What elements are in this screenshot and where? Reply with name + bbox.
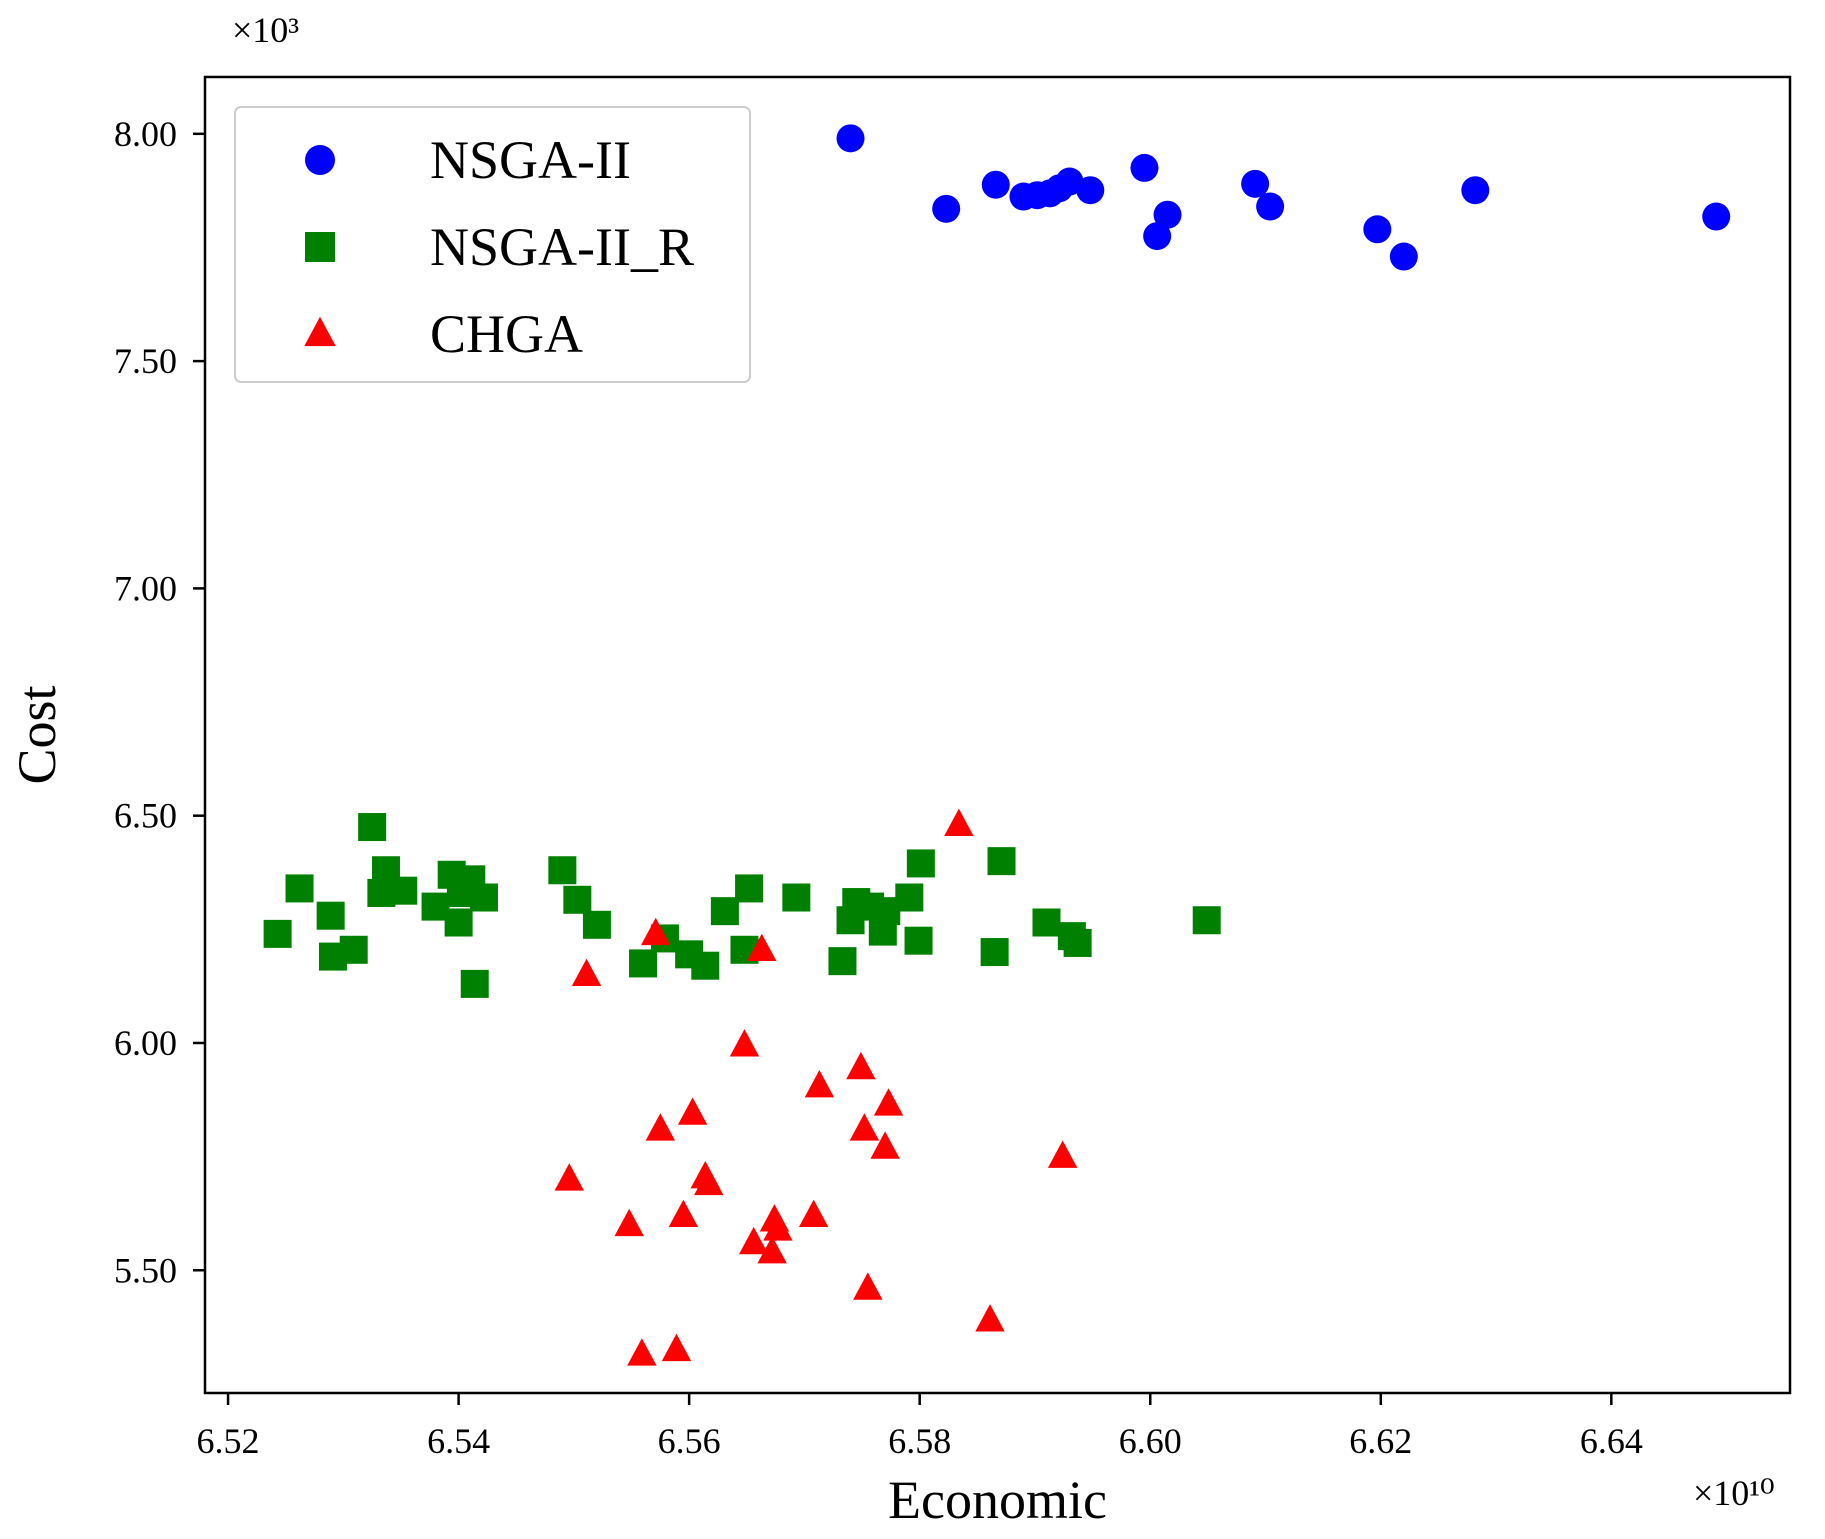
data-point (836, 124, 865, 153)
y-axis-label: Cost (7, 685, 67, 784)
x-tick-label: 6.60 (1119, 1421, 1182, 1461)
legend-label: NSGA-II_R (430, 217, 694, 277)
plot-frame (203, 75, 1792, 1395)
data-point (798, 1199, 829, 1227)
series-nsga-ii (836, 124, 1731, 271)
legend-label: NSGA-II (430, 130, 631, 190)
data-point (1143, 222, 1172, 251)
data-point (548, 856, 577, 885)
legend: NSGA-II NSGA-II_R CHGA (234, 106, 751, 383)
legend-label: CHGA (430, 304, 583, 364)
data-point (444, 908, 473, 937)
data-point (729, 1029, 760, 1057)
data-point (849, 1113, 880, 1141)
data-point (853, 1272, 883, 1300)
data-point (895, 883, 924, 912)
y-tick-label: 6.00 (114, 1023, 177, 1063)
data-point (1461, 176, 1490, 205)
data-point (469, 883, 498, 912)
y-tick-label: 7.00 (114, 568, 177, 608)
data-point (694, 1167, 724, 1196)
axes: 6.52 6.54 6.56 6.58 6.60 6.62 6.64 5.50 6.00 6.50… (114, 114, 1643, 1461)
y-tick-label: 8.00 (114, 114, 177, 154)
data-point (1076, 176, 1105, 205)
legend-item: NSGA-II_R (305, 217, 694, 277)
data-point (661, 1333, 692, 1362)
data-point (1256, 192, 1285, 221)
data-point (828, 947, 857, 976)
data-point (944, 808, 974, 837)
data-point (1153, 200, 1182, 229)
data-point (627, 1338, 657, 1366)
data-point (691, 951, 720, 980)
plot-area (263, 124, 1731, 1366)
data-point (870, 1131, 900, 1159)
series-chga (554, 808, 1078, 1366)
data-point (629, 949, 658, 978)
data-point (563, 885, 592, 914)
x-tick-label: 6.62 (1349, 1421, 1412, 1461)
data-point (668, 1199, 699, 1227)
data-point (782, 883, 811, 912)
data-point (316, 901, 345, 930)
data-point (738, 1226, 769, 1255)
data-point (987, 847, 1016, 876)
data-point (614, 1208, 644, 1237)
legend-marker (305, 145, 335, 175)
data-point (645, 1113, 676, 1141)
data-point (710, 897, 739, 926)
data-point (582, 910, 611, 939)
data-point (735, 874, 764, 903)
data-point (571, 958, 602, 987)
data-point (904, 926, 933, 955)
legend-item: CHGA (304, 304, 583, 364)
legend-marker (305, 232, 335, 262)
data-point (747, 933, 777, 962)
y-tick-label: 7.50 (114, 341, 177, 381)
data-point (846, 1051, 876, 1080)
legend-item: NSGA-II (305, 130, 631, 190)
data-point (873, 1088, 904, 1116)
data-point (1702, 202, 1731, 231)
data-point (1192, 906, 1221, 935)
x-axis-multiplier: ×10¹⁰ (1693, 1473, 1775, 1513)
data-point (1363, 215, 1392, 244)
x-tick-label: 6.54 (427, 1421, 490, 1461)
data-point (757, 1235, 787, 1264)
series-nsga-ii-r (263, 813, 1221, 998)
data-point (285, 874, 314, 903)
data-point (804, 1070, 835, 1098)
data-point (389, 876, 418, 905)
data-point (981, 170, 1010, 199)
data-point (1241, 169, 1270, 198)
data-point (339, 935, 368, 964)
data-point (1063, 928, 1092, 957)
data-point (1389, 242, 1418, 271)
data-point (932, 194, 961, 223)
x-tick-label: 6.52 (197, 1421, 260, 1461)
data-point (460, 969, 489, 998)
data-point (1047, 1140, 1078, 1168)
data-point (358, 813, 387, 842)
x-tick-label: 6.56 (658, 1421, 721, 1461)
x-tick-label: 6.58 (888, 1421, 951, 1461)
data-point (677, 1097, 708, 1125)
x-tick-label: 6.64 (1580, 1421, 1643, 1461)
data-point (641, 917, 671, 946)
legend-box (234, 106, 751, 383)
data-point (975, 1304, 1005, 1332)
x-axis-label: Economic (888, 1470, 1107, 1530)
y-axis-multiplier: ×10³ (232, 10, 299, 50)
data-point (906, 849, 935, 878)
y-tick-label: 5.50 (114, 1250, 177, 1290)
legend-marker (304, 316, 336, 347)
data-point (1130, 153, 1159, 182)
data-point (763, 1213, 793, 1241)
y-tick-label: 6.50 (114, 796, 177, 836)
data-point (554, 1163, 584, 1191)
data-point (980, 938, 1009, 967)
data-point (1032, 908, 1061, 937)
data-point (263, 919, 292, 948)
